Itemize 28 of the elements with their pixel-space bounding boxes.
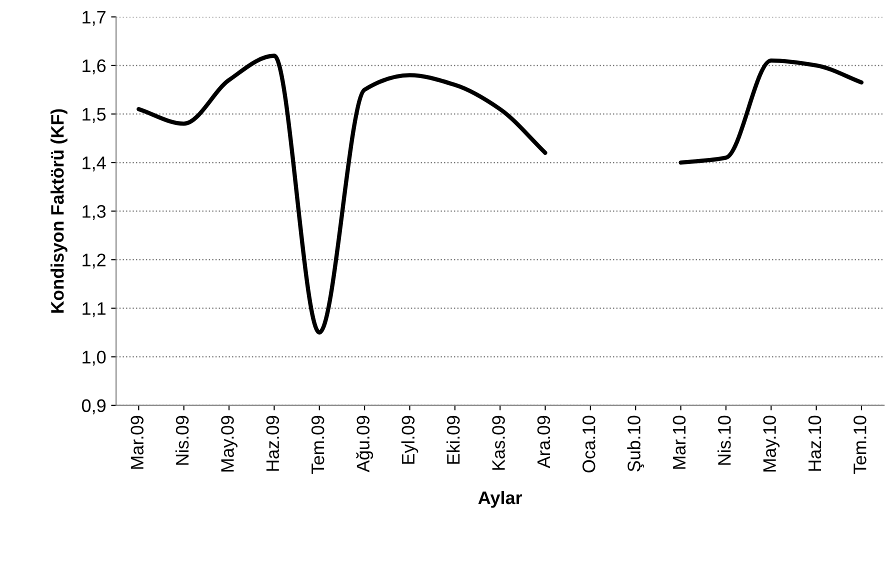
y-tick-label: 1,2 bbox=[82, 254, 106, 269]
y-tick-label: 1,1 bbox=[82, 302, 106, 318]
x-tick-label: Tem.10 bbox=[854, 416, 866, 474]
x-tick-label: Haz.10 bbox=[808, 416, 822, 471]
y-tick-label: 1,4 bbox=[82, 156, 106, 172]
x-tick-label: Eyl.09 bbox=[401, 416, 418, 464]
y-tick-label: 1,7 bbox=[82, 11, 106, 26]
x-tick-label: Mar.10 bbox=[672, 416, 686, 469]
x-tick-label: Nis.09 bbox=[175, 416, 189, 465]
y-tick-label: 0,9 bbox=[82, 399, 106, 414]
x-tick-label: May.10 bbox=[763, 416, 780, 472]
x-tick-label: Oca.10 bbox=[582, 416, 596, 472]
x-tick-label: Kas.09 bbox=[492, 416, 505, 470]
y-tick-label: 1,6 bbox=[82, 59, 106, 74]
x-tick-label: Şub.10 bbox=[627, 416, 644, 472]
x-tick-label: May.09 bbox=[221, 416, 238, 472]
y-tick-label: 1,3 bbox=[82, 205, 106, 220]
y-tick-label: 1,0 bbox=[82, 350, 106, 366]
x-tick-label: Mar.09 bbox=[130, 416, 144, 469]
x-tick-label: Ara.09 bbox=[537, 416, 550, 468]
y-axis-title: Kondisyon Faktörü (KF) bbox=[50, 109, 68, 313]
x-tick-label: Eki.09 bbox=[446, 416, 460, 464]
x-tick-label: Tem.09 bbox=[311, 416, 324, 474]
x-axis-title: Aylar bbox=[478, 490, 522, 508]
y-tick-label: 1,5 bbox=[82, 108, 106, 123]
x-tick-label: Haz.09 bbox=[266, 416, 280, 471]
x-tick-label: Nis.10 bbox=[718, 416, 731, 465]
x-tick-label: Ağu.09 bbox=[356, 416, 374, 472]
